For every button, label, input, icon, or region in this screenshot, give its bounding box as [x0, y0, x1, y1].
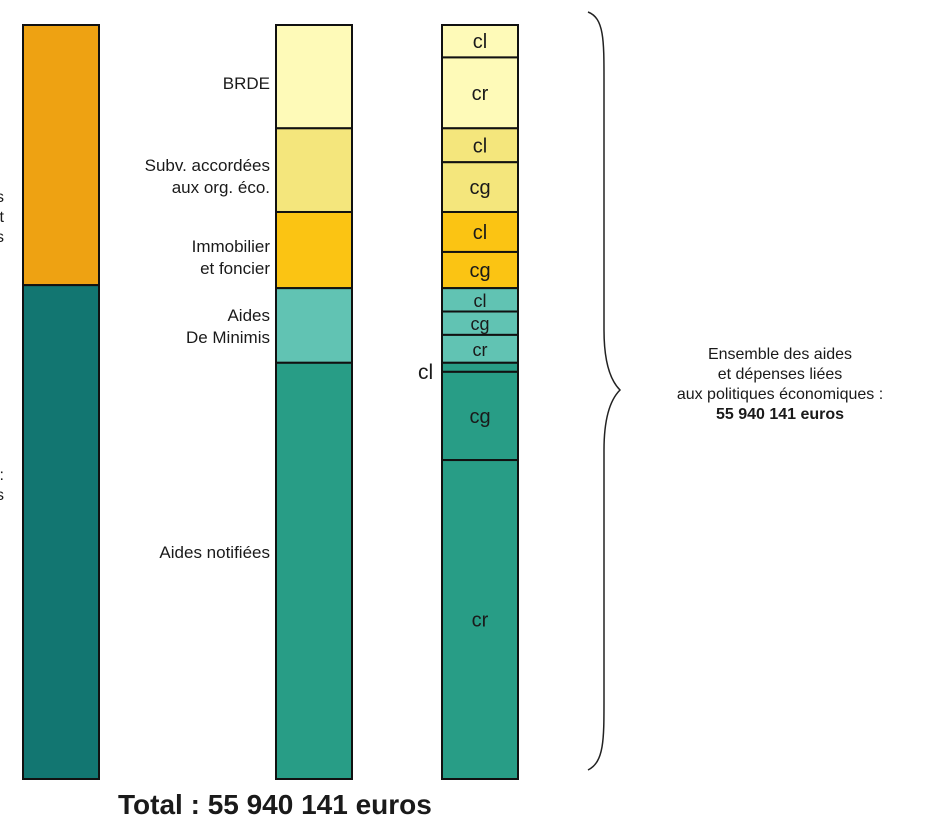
left-label-fragment: t [0, 209, 4, 226]
bar-segment [275, 287, 353, 364]
annotation-line1: Ensemble des aides [707, 346, 853, 363]
segment-label: cr [472, 83, 489, 105]
segment-label: cl [473, 222, 487, 244]
segment-label: cg [469, 406, 490, 428]
annotation-total: 55 940 141 euros [715, 406, 845, 423]
label-de-minimis-line1: Aides [227, 306, 270, 325]
label-aides-notifiees: Aides notifiées [159, 543, 270, 562]
bar-segment [275, 24, 353, 130]
label-cl-outside: cl [418, 361, 434, 384]
bar-segment [441, 24, 519, 59]
annotation-line3: aux politiques économiques : [676, 386, 884, 403]
label-subv-line1: Subv. accordées [144, 156, 270, 175]
segment-label: cg [470, 314, 489, 334]
segment-label: cg [469, 260, 490, 282]
segment-label: cl [473, 135, 487, 157]
label-immobilier-line2: et foncier [200, 259, 270, 278]
segment-label: cr [472, 610, 489, 632]
label-immobilier: Immobilier et foncier [192, 236, 270, 280]
bar-segment [22, 24, 100, 287]
segment-label: cr [473, 340, 488, 360]
bar-segment [441, 361, 519, 373]
curly-brace [587, 11, 622, 771]
bar-segment [441, 459, 519, 780]
label-de-minimis: Aides De Minimis [186, 305, 270, 349]
bar-segment [441, 250, 519, 290]
left-label-fragment: s [0, 487, 4, 504]
bar-segment [441, 56, 519, 130]
left-label-fragment: : [0, 466, 4, 486]
label-immobilier-line1: Immobilier [191, 237, 270, 256]
left-label-fragment: s [0, 229, 4, 246]
total-label: Total : 55 940 141 euros [118, 789, 432, 820]
segment-label: cl [474, 291, 487, 311]
label-subv-line2: aux org. éco. [171, 178, 270, 197]
left-label-fragment: s [0, 189, 4, 206]
label-de-minimis-line2: De Minimis [185, 328, 270, 347]
bar-segment [22, 284, 100, 780]
bar-segment [441, 161, 519, 213]
brace-annotation: Ensemble des aides et dépenses liées aux… [630, 345, 930, 425]
segment-label: cl [473, 31, 487, 53]
annotation-line2: et dépenses liées [717, 366, 843, 383]
bar-segment [441, 333, 519, 364]
bar-segment [275, 361, 353, 780]
bar-segment [275, 210, 353, 290]
bar-segment [275, 127, 353, 213]
label-subv: Subv. accordées aux org. éco. [145, 155, 270, 199]
bar-segment [441, 210, 519, 253]
segment-label: cg [469, 177, 490, 199]
label-brde: BRDE [222, 74, 270, 93]
bar-columns: cl cr cl cg cl cg cl cg cr cg cr [22, 24, 519, 780]
